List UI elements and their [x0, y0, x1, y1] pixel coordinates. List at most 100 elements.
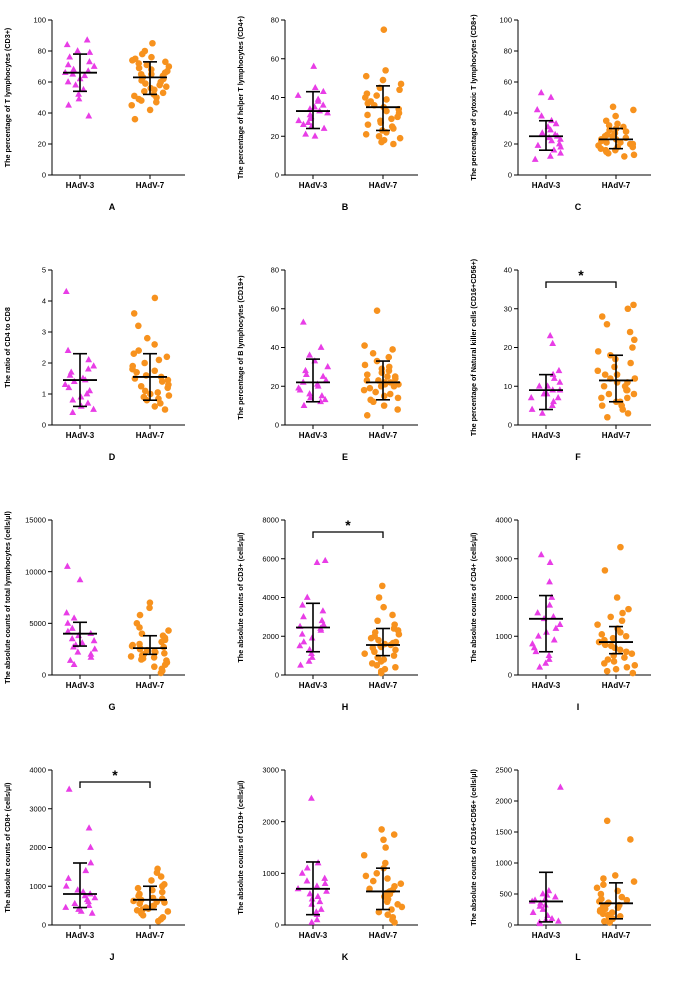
x-tick-label: HAdV-7: [602, 431, 631, 440]
data-point-hadv7: [363, 412, 371, 419]
y-tick-label: 1000: [495, 859, 512, 868]
x-tick-label: HAdV-3: [299, 181, 328, 190]
y-tick-label: 0: [508, 921, 512, 930]
y-tick-label: 500: [499, 890, 512, 899]
data-point-hadv7: [382, 859, 389, 867]
data-point-hadv7: [141, 88, 148, 95]
data-point-hadv3: [317, 626, 325, 633]
data-point-hadv7: [631, 662, 639, 669]
data-point-hadv7: [161, 406, 169, 413]
scatter-plot-g: The absolute counts of total lymphocytes…: [3, 511, 185, 712]
data-point-hadv7: [158, 638, 165, 646]
data-point-hadv7: [628, 650, 636, 657]
data-point-hadv7: [361, 94, 369, 101]
data-point-hadv7: [601, 567, 609, 574]
data-point-hadv3: [538, 112, 545, 119]
scatter-plot-l: The absolute counts of CD16+CD56+ (cells…: [469, 766, 651, 962]
data-point-hadv3: [557, 135, 564, 142]
data-point-hadv7: [631, 375, 639, 382]
data-point-hadv3: [85, 112, 93, 119]
panel-label: I: [577, 702, 580, 712]
y-axis-label: The absolute counts of total lymphocytes…: [3, 511, 12, 684]
y-tick-label: 3000: [29, 804, 46, 813]
data-point-hadv3: [557, 783, 564, 790]
data-point-hadv7: [613, 594, 621, 601]
data-point-hadv7: [382, 67, 389, 74]
data-point-hadv7: [624, 305, 632, 313]
data-point-hadv7: [151, 341, 158, 348]
data-point-hadv7: [631, 336, 638, 344]
y-tick-label: 8000: [262, 516, 279, 525]
y-axis-label: The ratio of CD4 to CD8: [3, 307, 12, 388]
y-tick-label: 100: [499, 16, 512, 25]
data-point-hadv3: [551, 893, 559, 900]
data-point-hadv3: [533, 106, 541, 113]
data-point-hadv3: [552, 624, 560, 631]
y-tick-label: 15000: [25, 516, 46, 525]
data-point-hadv7: [394, 406, 401, 413]
data-point-hadv3: [534, 141, 542, 148]
data-point-hadv7: [138, 50, 146, 58]
data-point-hadv7: [394, 394, 402, 402]
data-point-hadv7: [157, 873, 165, 880]
data-point-hadv3: [70, 660, 78, 668]
data-point-hadv7: [364, 100, 372, 107]
data-point-hadv3: [556, 378, 564, 385]
data-point-hadv3: [547, 93, 555, 100]
data-point-hadv7: [627, 359, 634, 367]
data-point-hadv7: [622, 648, 630, 656]
data-point-hadv3: [90, 405, 97, 412]
data-point-hadv7: [366, 885, 373, 893]
data-point-hadv7: [158, 888, 166, 896]
data-point-hadv3: [298, 869, 306, 876]
y-tick-label: 2000: [29, 843, 46, 852]
y-tick-label: 20: [271, 132, 279, 141]
data-point-hadv3: [548, 137, 556, 144]
data-point-hadv3: [83, 36, 91, 43]
data-point-hadv3: [322, 376, 330, 383]
data-point-hadv7: [629, 669, 637, 677]
data-point-hadv7: [616, 913, 624, 920]
panel-label: J: [109, 952, 114, 962]
data-point-hadv7: [630, 390, 638, 398]
data-point-hadv7: [138, 656, 145, 663]
data-point-hadv7: [619, 609, 626, 617]
data-point-hadv3: [77, 907, 85, 914]
data-point-hadv3: [550, 397, 557, 405]
data-point-hadv3: [317, 905, 325, 912]
data-point-hadv3: [549, 401, 556, 408]
data-point-hadv7: [622, 128, 630, 135]
y-tick-label: 20: [271, 382, 279, 391]
y-tick-label: 10: [504, 382, 512, 391]
data-point-hadv7: [379, 76, 387, 84]
data-point-hadv3: [546, 578, 553, 585]
data-point-hadv7: [135, 322, 142, 330]
x-tick-label: HAdV-3: [532, 181, 561, 190]
data-point-hadv3: [305, 657, 313, 664]
data-point-hadv7: [155, 917, 162, 925]
data-point-hadv7: [367, 634, 375, 642]
data-point-hadv3: [536, 902, 544, 909]
data-point-hadv7: [383, 107, 390, 115]
data-point-hadv7: [594, 367, 602, 375]
y-tick-label: 5000: [29, 619, 46, 628]
y-tick-label: 0: [508, 171, 512, 180]
y-tick-label: 2000: [495, 797, 512, 806]
data-point-hadv7: [618, 893, 626, 901]
data-point-hadv7: [611, 872, 619, 879]
data-point-hadv7: [157, 669, 165, 677]
data-point-hadv7: [128, 101, 136, 109]
x-tick-label: HAdV-7: [136, 181, 165, 190]
data-point-hadv7: [154, 389, 162, 396]
data-point-hadv3: [548, 593, 556, 600]
data-point-hadv7: [619, 406, 627, 413]
data-point-hadv3: [308, 794, 315, 801]
data-point-hadv3: [539, 890, 547, 897]
data-point-hadv7: [127, 653, 135, 660]
data-point-hadv7: [612, 112, 619, 120]
data-point-hadv7: [607, 613, 614, 621]
data-point-hadv7: [159, 882, 166, 890]
data-point-hadv7: [372, 388, 379, 396]
x-tick-label: HAdV-7: [369, 931, 398, 940]
y-tick-label: 4000: [29, 766, 46, 775]
